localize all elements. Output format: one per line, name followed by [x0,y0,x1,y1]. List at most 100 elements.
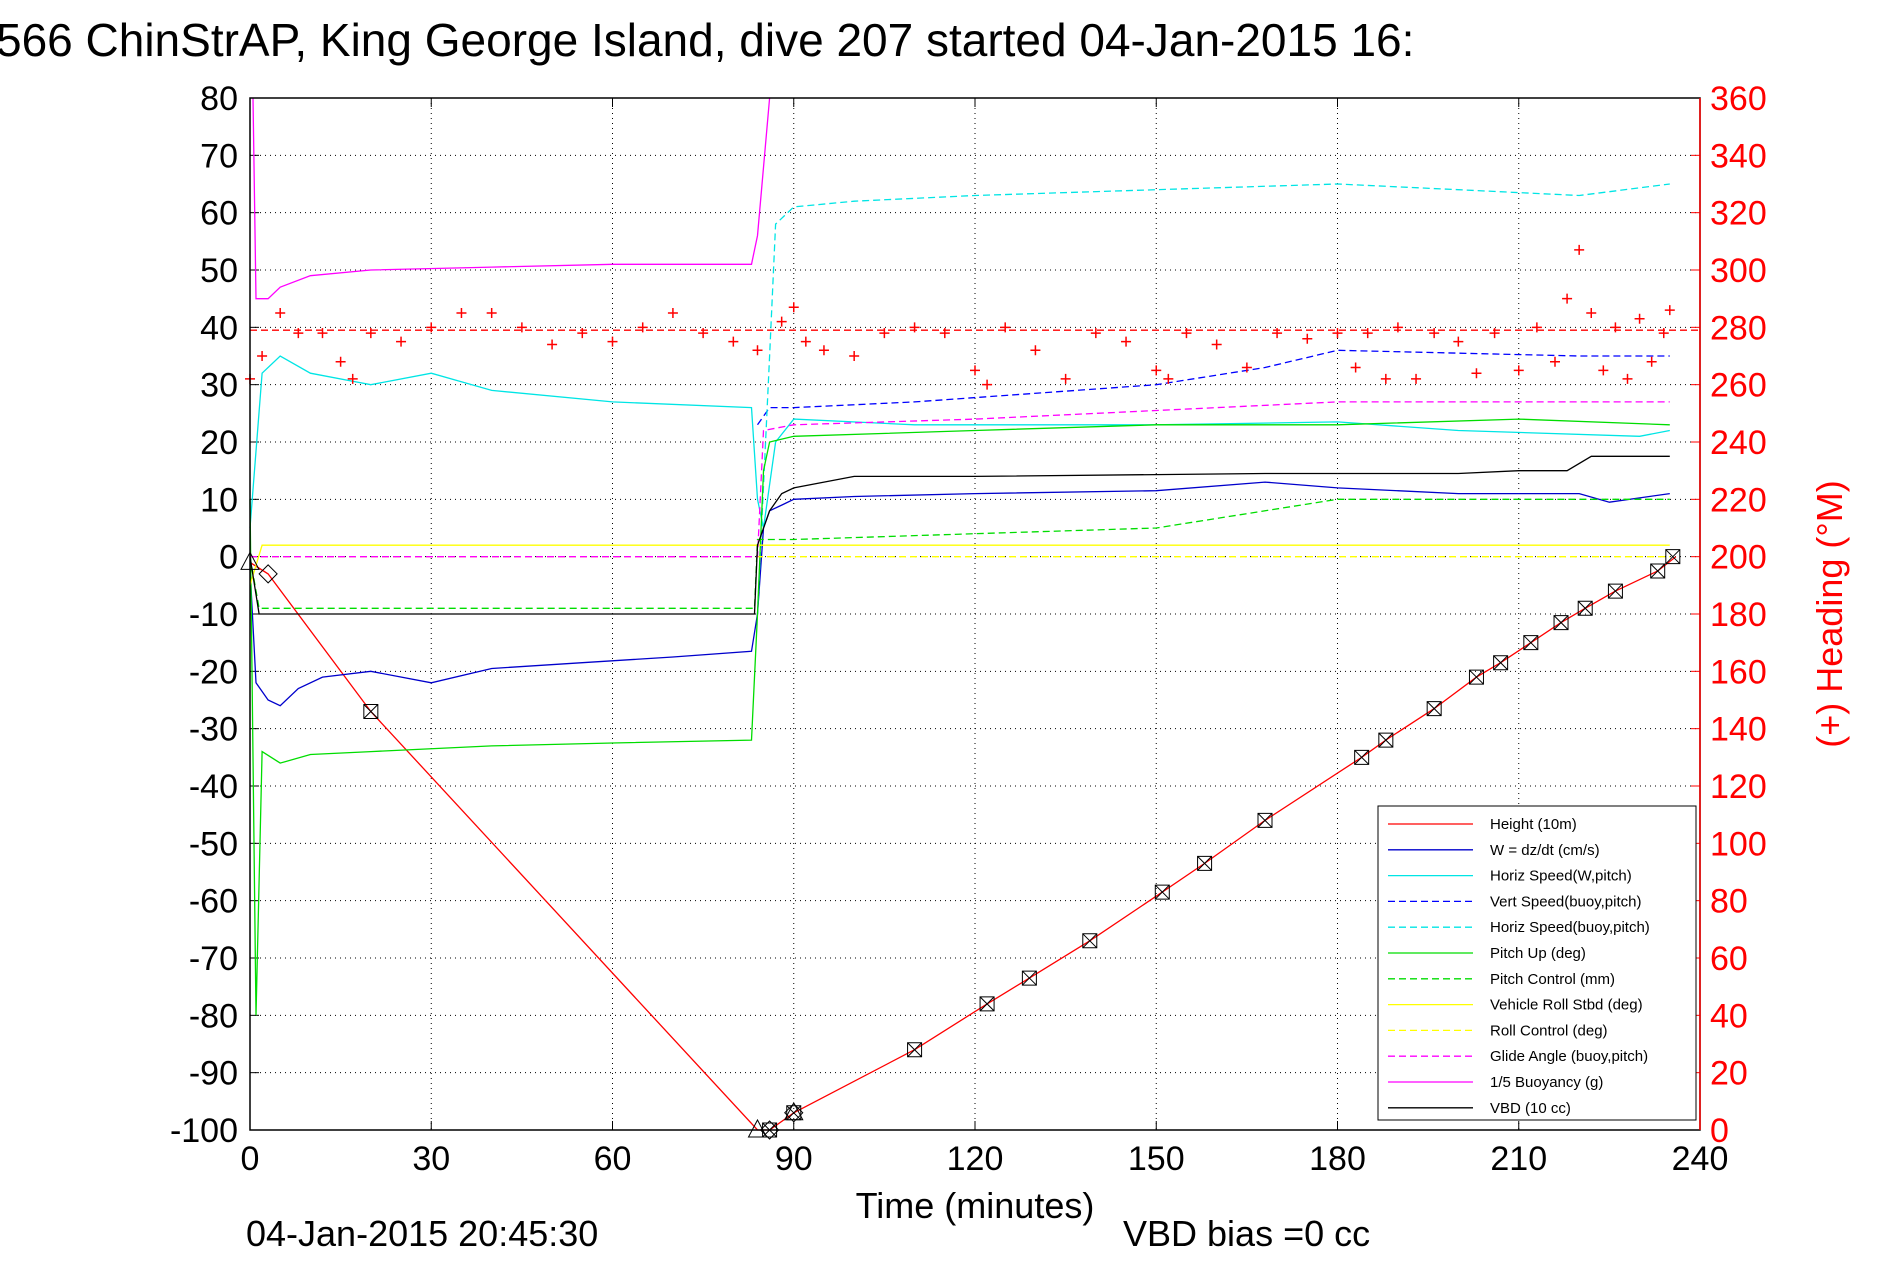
dive-point-markers [240,549,1681,1140]
legend-label: Vehicle Roll Stbd (deg) [1490,997,1643,1014]
heading-point [456,308,467,318]
heading-point [1350,362,1361,373]
heading-point [293,328,304,339]
heading-point [818,345,829,356]
heading-point [1634,313,1645,324]
heading-point [1000,322,1011,333]
x-tick-label: 120 [947,1140,1004,1178]
series-line-7 [249,544,1670,586]
legend: Height (10m) W = dz/dt (cm/s) Horiz Speed(… [1377,805,1697,1121]
box-x-marker [1577,600,1593,616]
box-x-marker [1197,855,1213,871]
box-x-marker [1468,669,1484,685]
grid-lines [250,98,1700,1130]
box-x-marker [1665,549,1681,565]
series-line-9 [250,401,1670,558]
footer-timestamp: 04-Jan-2015 20:45:30 [246,1213,598,1254]
x-axis: 0 30 60 90 120 150 180 210 240 [241,98,1728,1178]
right-y-tick-label: 100 [1710,825,1767,863]
right-y-tick-label: 320 [1710,195,1767,233]
legend-label: W = dz/dt (cm/s) [1490,842,1600,859]
x-tick-label: 150 [1128,1140,1185,1178]
right-y-tick-label: 220 [1710,481,1767,519]
legend-label: Horiz Speed(W,pitch) [1490,868,1632,885]
legend-label: Height (10m) [1490,816,1577,833]
series-line-2 [249,355,1670,529]
box-x-marker [1257,812,1273,828]
heading-point [1586,308,1597,318]
heading-point [1332,328,1343,339]
box-x-marker [786,1105,802,1121]
right-axis-label: (+) Heading (°M) [1809,480,1850,747]
heading-point [1060,373,1071,384]
heading-point [1513,365,1524,376]
legend-label: Pitch Control (mm) [1490,971,1615,988]
y-tick-label: -10 [189,596,238,634]
right-y-tick-label: 300 [1710,252,1767,290]
heading-point [607,336,618,347]
right-y-tick-label: 0 [1710,1112,1729,1150]
heading-point [1610,322,1621,333]
legend-label: Vert Speed(buoy,pitch) [1490,893,1641,910]
box-x-marker [1523,635,1539,651]
box-x-marker [1154,884,1170,900]
heading-point [396,336,407,347]
series-lines [249,97,1677,1131]
series-line-5 [249,418,1670,1016]
heading-point [1302,333,1313,344]
y-tick-label: -90 [189,1055,238,1093]
heading-point [1392,322,1403,333]
right-y-tick-label: 80 [1710,883,1748,921]
right-y-tick-label: 340 [1710,137,1767,175]
legend-label: Horiz Speed(buoy,pitch) [1490,919,1650,936]
box-x-marker [1354,749,1370,765]
heading-point [275,308,286,318]
heading-point [1380,373,1391,384]
y-tick-label: 60 [200,195,238,233]
x-tick-label: 210 [1490,1140,1547,1178]
heading-point [970,365,980,376]
diamond-marker [258,564,278,584]
heading-point [547,339,558,350]
heading-point [1090,328,1101,339]
chart-title: 566 ChinStrAP, King George Island, dive … [0,14,1414,66]
right-y-tick-label: 240 [1710,424,1767,462]
y-tick-label: 0 [219,539,238,577]
right-y-tick-label: 160 [1710,653,1767,691]
heading-point [1429,328,1440,339]
y-tick-label: -20 [189,653,238,691]
right-y-tick-label: 200 [1710,539,1767,577]
diamond-marker [759,1120,780,1140]
heading-point [982,379,993,390]
legend-label: 1/5 Buoyancy (g) [1490,1074,1603,1091]
heading-point [1550,356,1560,367]
box-x-marker [1493,655,1509,671]
box-x-marker [1378,732,1394,748]
heading-point [849,351,860,361]
heading-markers [245,244,1700,390]
series-line-1 [249,481,1670,707]
heading-point [1181,328,1192,339]
heading-point [879,328,890,339]
right-y-tick-label: 40 [1710,997,1748,1035]
diamond-marker [784,1103,804,1123]
right-y-tick-label: 280 [1710,309,1767,347]
heading-point [800,336,811,347]
series-line-3 [756,349,1670,426]
heading-point [347,373,358,384]
y-tick-label: 40 [200,309,238,347]
heading-point [1574,244,1585,255]
heading-point [317,328,328,339]
heading-point [486,308,497,318]
series-line-4 [756,183,1670,615]
x-tick-label: 0 [241,1140,260,1178]
heading-point [335,356,346,367]
y-tick-label: -80 [189,997,238,1035]
x-tick-label: 180 [1309,1140,1366,1178]
series-line-10 [252,97,771,300]
box-x-marker [1426,701,1442,717]
heading-point [637,322,648,333]
heading-point [257,351,268,361]
heading-point [1163,373,1174,384]
